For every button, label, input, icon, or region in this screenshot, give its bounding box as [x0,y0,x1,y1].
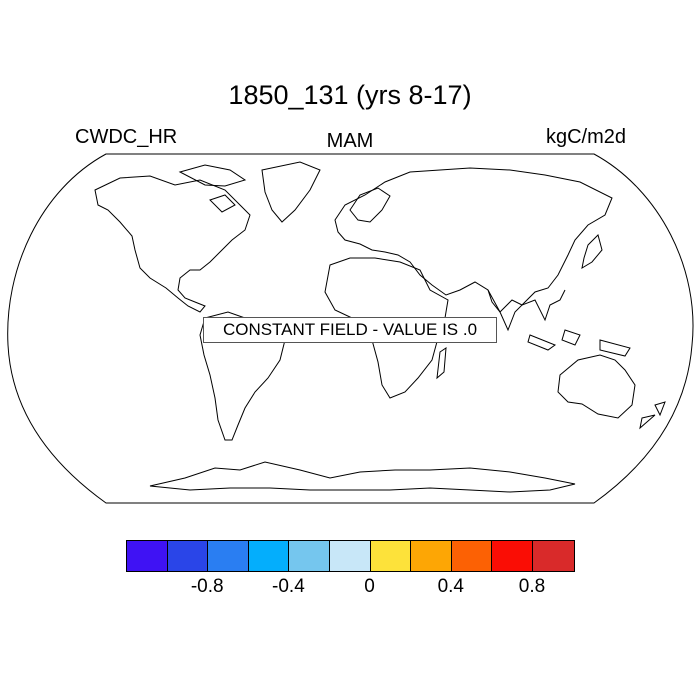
antarctica-coast [149,461,576,493]
greenland-coast [261,161,321,223]
season-label: MAM [326,130,374,152]
colorbar-swatch [370,541,412,571]
colorbar-swatch [248,541,290,571]
colorbar-swatch [127,541,168,571]
colorbar [126,540,575,572]
colorbar-tick-label: 0.4 [437,576,464,597]
australia-coast [557,354,636,419]
colorbar-swatch [329,541,371,571]
colorbar-swatch [289,541,330,571]
japan-islands [581,234,603,270]
colorbar-swatch [492,541,533,571]
colorbar-swatch [532,541,574,571]
arctic-islands [178,164,247,213]
colorbar-swatch [208,541,249,571]
units-label: kgC/m2d [545,126,626,148]
colorbar-tick-label: 0.8 [518,576,546,597]
colorbar-swatch [167,541,209,571]
constant-field-notice: CONSTANT FIELD - VALUE IS .0 [203,317,497,343]
colorbar-swatch [411,541,452,571]
scandinavia-coast [349,187,391,223]
colorbar-tick-label: -0.4 [272,576,305,597]
plot-title: 1850_131 (yrs 8-17) [228,80,472,110]
north-america-coast [94,175,251,313]
colorbar-tick-label: -0.8 [190,576,224,597]
eurasia-coast [334,167,613,313]
indonesia-islands [527,329,631,357]
colorbar-tick-label: 0 [364,576,375,597]
variable-label: CWDC_HR [75,126,178,148]
colorbar-swatch [451,541,493,571]
map-boundary [7,153,694,504]
new-zealand-islands [639,401,666,430]
south-asia-coast [487,289,566,332]
madagascar-coast [436,347,447,380]
